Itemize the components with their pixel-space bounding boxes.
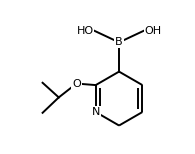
Text: N: N xyxy=(91,107,100,117)
Text: B: B xyxy=(115,37,123,47)
Text: OH: OH xyxy=(144,26,162,36)
Text: O: O xyxy=(72,79,81,89)
Text: HO: HO xyxy=(76,26,94,36)
